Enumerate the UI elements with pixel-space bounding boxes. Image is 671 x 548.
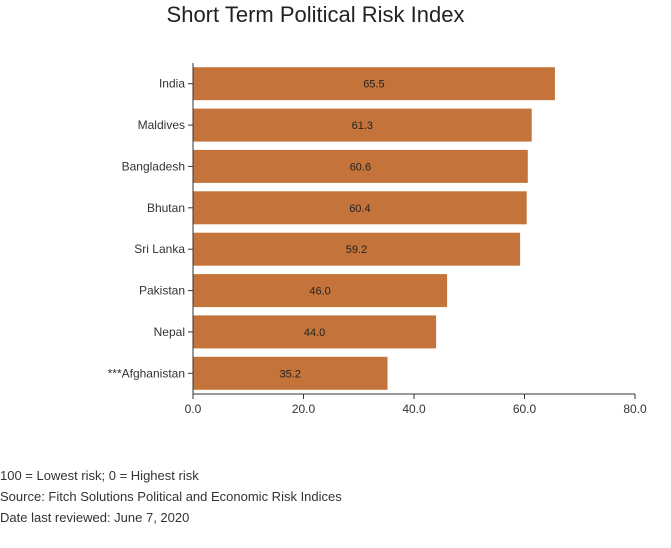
bar-bhutan [193,191,527,225]
category-label: India [159,77,185,91]
bar-india [193,67,555,101]
x-tick-label: 80.0 [623,402,647,416]
category-label: Bhutan [147,201,185,215]
category-label: Maldives [138,118,185,132]
category-label: Bangladesh [122,159,185,173]
chart-title: Short Term Political Risk Index [166,2,465,27]
x-tick-label: 0.0 [185,402,202,416]
bar-value-label: 60.6 [350,161,371,173]
bar-bangladesh [193,149,528,183]
bar-chart: 65.5 India 61.3 Maldives 60.6 Bangladesh 60.4 B… [108,63,647,416]
bar-nepal [193,315,437,349]
date-reviewed-note: Date last reviewed: June 7, 2020 [0,510,190,525]
category-label: ***Afghanistan [108,366,185,380]
x-tick-label: 40.0 [402,402,426,416]
x-tick-label: 20.0 [292,402,316,416]
bar-value-label: 59.2 [346,244,367,256]
scale-note: 100 = Lowest risk; 0 = Highest risk [0,468,199,483]
bar-value-label: 35.2 [279,368,300,380]
bar-value-label: 46.0 [309,286,330,298]
category-label: Nepal [154,325,185,339]
bar-sri-lanka [193,232,521,266]
category-label: Pakistan [139,284,185,298]
bar-value-label: 44.0 [304,327,325,339]
chart-notes: 100 = Lowest risk; 0 = Highest risk Sour… [0,465,342,528]
x-tick-label: 60.0 [513,402,537,416]
bar-maldives [193,108,532,142]
bar-value-label: 60.4 [349,203,370,215]
bar-afghanistan [193,356,388,390]
source-note: Source: Fitch Solutions Political and Ec… [0,489,342,504]
category-label: Sri Lanka [134,242,185,256]
bar-pakistan [193,274,448,308]
bar-value-label: 61.3 [352,120,373,132]
bar-value-label: 65.5 [363,79,384,91]
